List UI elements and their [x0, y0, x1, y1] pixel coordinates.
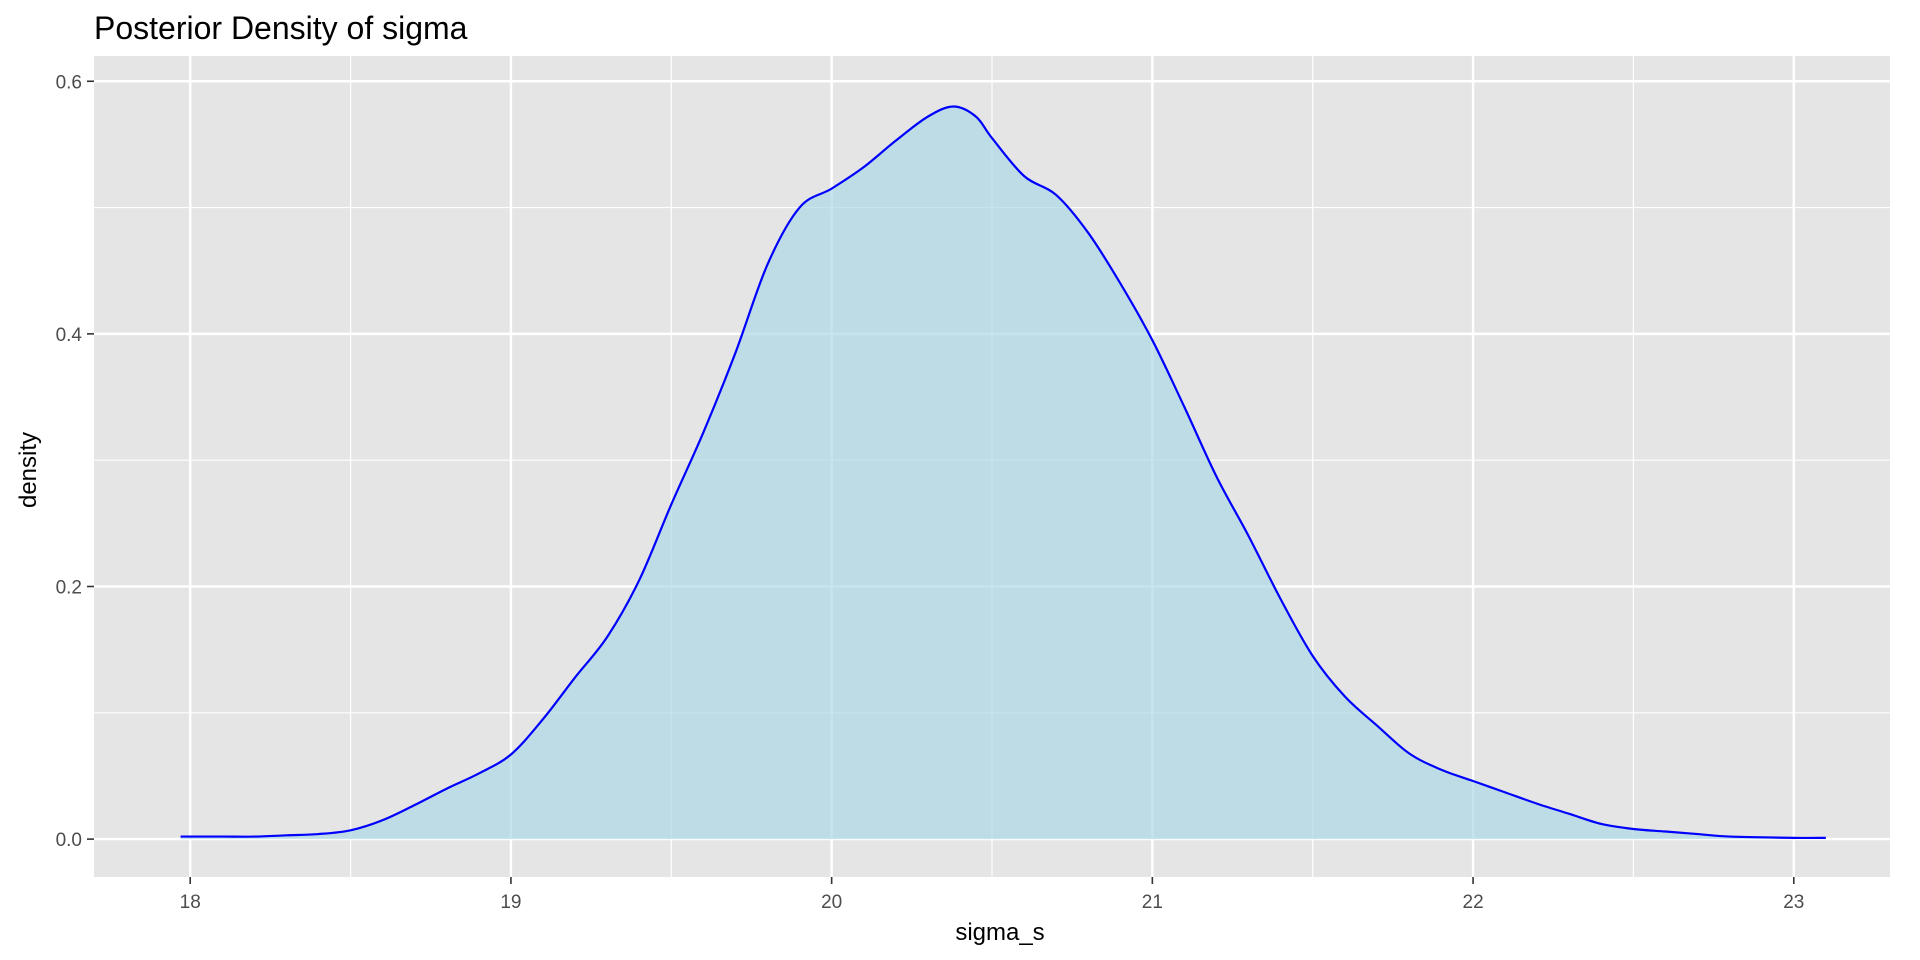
- x-tick-label: 23: [1783, 892, 1804, 913]
- x-axis-title: sigma_s: [955, 919, 1044, 946]
- chart-title: Posterior Density of sigma: [94, 10, 468, 46]
- y-tick-label: 0.4: [56, 325, 83, 346]
- x-tick-label: 21: [1142, 892, 1163, 913]
- density-area-fill: [180, 106, 1826, 840]
- y-tick-label: 0.0: [56, 830, 82, 851]
- x-axis: 18 19 20 21 22 23: [180, 877, 1804, 913]
- x-tick-label: 22: [1463, 892, 1484, 913]
- x-tick-label: 19: [500, 892, 521, 913]
- y-tick-label: 0.2: [56, 577, 82, 598]
- y-axis-title: density: [15, 432, 42, 508]
- y-tick-label: 0.6: [56, 72, 82, 93]
- x-tick-label: 18: [180, 892, 201, 913]
- x-tick-label: 20: [821, 892, 842, 913]
- density-curve-line: [180, 105, 1826, 840]
- y-axis: 0.0 0.2 0.4 0.6: [56, 72, 94, 851]
